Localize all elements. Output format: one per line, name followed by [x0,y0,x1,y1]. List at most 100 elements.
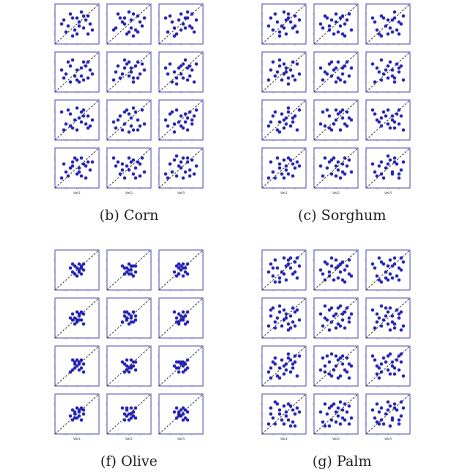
data-point [131,310,135,314]
data-point [334,410,338,414]
data-point [286,356,290,360]
data-point [291,26,295,30]
data-point [179,318,183,322]
data-point [327,328,331,332]
data-point [325,72,329,76]
data-point [120,406,124,410]
diagonal-line [365,345,411,387]
data-point [388,424,392,428]
data-point [79,174,83,178]
data-point [194,108,198,112]
data-point [73,322,77,326]
figure-palm: Val1 Val2 Val3 [260,249,411,441]
data-point [334,66,338,70]
data-point [142,122,146,126]
data-point [330,128,334,132]
data-point [127,262,131,266]
scatter-panel [312,297,359,340]
data-point [286,156,290,160]
diagonal-line [313,147,359,189]
data-point [60,22,64,26]
data-point [323,278,327,282]
scatter-panel [157,3,204,46]
scatter-panel [312,99,359,142]
data-point [134,176,138,180]
data-point [120,162,124,166]
data-point [134,314,138,318]
x-axis-label: Val1 [73,437,80,441]
data-point [73,272,77,276]
data-point [291,366,295,370]
data-point [401,14,405,18]
data-point [183,58,187,62]
data-point [267,24,271,28]
data-point [349,312,353,316]
data-point [341,116,345,120]
diagonal-line [106,3,152,45]
data-point [371,16,375,20]
data-point [164,172,168,176]
data-point [386,64,390,68]
data-point [86,32,90,36]
data-point [134,360,138,364]
data-point [379,370,383,374]
scatter-panel: Val3 [364,393,411,441]
data-point [286,418,290,422]
data-point [286,16,290,20]
data-point [269,366,273,370]
data-point [280,324,284,328]
data-point [164,66,168,70]
data-point [86,160,90,164]
data-point [79,110,83,114]
data-point [181,126,185,130]
data-point [183,314,187,318]
data-point [343,156,347,160]
data-point [282,10,286,14]
data-point [393,322,397,326]
data-point [66,60,70,64]
data-point [183,270,187,274]
data-point [71,126,75,130]
data-point [371,108,375,112]
data-point [327,62,331,66]
data-point [73,28,77,32]
scatter-panel [260,345,307,388]
data-point [177,262,181,266]
data-point [330,256,334,260]
data-point [390,276,394,280]
data-point [321,324,325,328]
data-point [267,176,271,180]
data-point [134,368,138,372]
scatter-panel [364,99,411,142]
data-point [345,60,349,64]
data-point [336,376,340,380]
data-point [273,110,277,114]
data-point [334,326,338,330]
data-point [384,276,388,280]
data-point [280,24,284,28]
data-point [297,318,301,322]
data-point [82,262,86,266]
data-point [79,418,83,422]
data-point [142,170,146,174]
diagonal-line [158,51,204,93]
data-point [325,262,329,266]
data-point [341,318,345,322]
data-point [282,256,286,260]
data-point [175,406,179,410]
scatter-panel [312,3,359,46]
data-point [390,68,394,72]
data-point [379,34,383,38]
scatter-panel [312,249,359,292]
scatter-panel: Val1 [53,393,100,441]
data-point [384,68,388,72]
data-point [395,408,399,412]
data-point [131,12,135,16]
data-point [282,272,286,276]
data-point [284,414,288,418]
data-point [289,266,293,270]
scatter-panel [105,99,152,142]
data-point [334,258,338,262]
data-point [186,10,190,14]
data-point [349,416,353,420]
